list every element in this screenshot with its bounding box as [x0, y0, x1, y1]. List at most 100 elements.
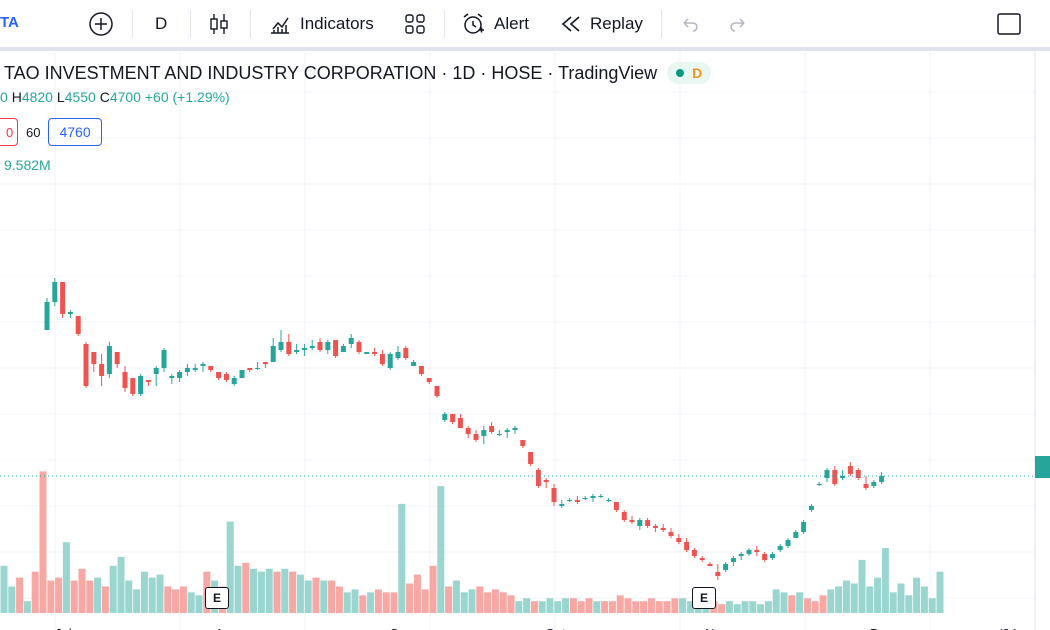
volume-bar	[101, 586, 109, 613]
low-key: L	[56, 89, 65, 105]
buy-sell-row: 0 60 4760	[0, 118, 102, 146]
candle-body	[645, 520, 651, 526]
volume-bar	[647, 598, 655, 613]
candle-body	[847, 466, 853, 474]
candle-body	[832, 470, 838, 484]
volume-bar	[764, 601, 772, 613]
undo-button[interactable]	[680, 8, 700, 40]
volume-bar	[226, 521, 234, 613]
candle-body	[668, 532, 674, 536]
candle-body	[333, 340, 339, 356]
volume-bar	[445, 586, 453, 613]
x-axis-label: Jul	[55, 626, 72, 630]
price-chart[interactable]: Jul Aug Sep Oct Nov Dec '24	[0, 51, 1050, 630]
candle-body	[426, 378, 432, 382]
indicators-label: Indicators	[300, 14, 374, 33]
candle-body	[840, 476, 846, 478]
candle-body	[44, 302, 50, 330]
volume-bar	[421, 589, 429, 613]
candle-body	[457, 418, 463, 428]
candle-body	[660, 528, 666, 530]
candle-body	[816, 484, 822, 485]
volume-bar	[312, 577, 320, 613]
fullscreen-button[interactable]	[996, 8, 1022, 40]
volume-bar	[640, 601, 648, 613]
volume-bar	[507, 595, 515, 613]
volume-bar	[866, 586, 874, 613]
layouts-button[interactable]	[404, 8, 426, 40]
candle-body	[286, 342, 292, 354]
candle-body	[83, 344, 89, 386]
compare-add-symbol-button[interactable]	[88, 8, 114, 40]
candle-body	[879, 476, 885, 482]
indicators-icon	[271, 17, 289, 34]
volume-bar	[86, 580, 94, 613]
candle-body	[411, 362, 417, 366]
volume-bar	[796, 592, 804, 613]
candle-body	[520, 440, 526, 446]
symbol-search-button[interactable]: TA	[0, 14, 19, 31]
candle-body	[177, 372, 183, 378]
candle-body	[106, 346, 112, 374]
chart-type-button[interactable]	[208, 8, 230, 40]
last-price-tag	[1035, 456, 1050, 478]
redo-icon	[730, 18, 745, 32]
alert-button[interactable]: Alert	[460, 8, 529, 40]
sell-button[interactable]: 0	[0, 118, 18, 146]
volume-legend-value: 9.582M	[4, 157, 51, 173]
candle-body	[294, 350, 300, 352]
volume-bar	[133, 589, 141, 613]
volume-bar	[780, 592, 788, 613]
candle-body	[91, 352, 97, 364]
volume-bar	[234, 565, 242, 613]
interval-button[interactable]: D	[155, 8, 167, 40]
candle-body	[239, 370, 245, 378]
volume-bar	[328, 580, 336, 613]
plus-circle-icon	[89, 12, 113, 36]
earnings-badge-aug[interactable]: E	[205, 587, 229, 609]
indicators-button[interactable]: Indicators	[268, 8, 374, 40]
volume-bar	[351, 589, 359, 613]
market-status-badge[interactable]: D	[667, 62, 712, 84]
volume-bar	[881, 548, 889, 613]
candle-body	[450, 414, 456, 422]
candle-body	[52, 282, 58, 302]
candle-body	[504, 430, 510, 432]
candle-body	[715, 572, 721, 576]
volume-bar	[569, 598, 577, 613]
volume-bar	[624, 598, 632, 613]
x-axis-label: Nov	[705, 626, 729, 630]
earnings-badge-nov[interactable]: E	[692, 587, 716, 609]
redo-button[interactable]	[728, 8, 748, 40]
replay-button[interactable]: Replay	[560, 8, 643, 40]
volume-bar	[928, 598, 936, 613]
candle-body	[418, 366, 424, 374]
volume-bar	[39, 471, 47, 613]
volume-bar	[842, 580, 850, 613]
volume-bar	[733, 604, 741, 613]
volume-bar	[289, 571, 297, 613]
candle-body	[598, 496, 604, 497]
candle-body	[223, 374, 229, 380]
candle-body	[395, 352, 401, 358]
candle-body	[676, 538, 682, 542]
volume-bar	[897, 583, 905, 613]
candle-body	[629, 520, 635, 522]
buy-button[interactable]: 4760	[48, 118, 102, 146]
volume-bar	[374, 589, 382, 613]
candle-body	[652, 526, 658, 528]
candle-body	[200, 364, 206, 366]
candle-body	[301, 348, 307, 350]
volume-bar	[23, 601, 31, 613]
open-value: 0	[0, 89, 8, 105]
volume-bar	[827, 589, 835, 613]
candle-body	[590, 496, 596, 498]
volume-bar	[530, 601, 538, 613]
volume-bar	[562, 598, 570, 613]
x-axis-label: Aug	[215, 626, 238, 630]
candle-body	[99, 364, 105, 376]
volume-bar	[382, 592, 390, 613]
volume-bar	[686, 601, 694, 613]
low-value: 4550	[64, 89, 96, 105]
candle-body	[403, 348, 409, 358]
